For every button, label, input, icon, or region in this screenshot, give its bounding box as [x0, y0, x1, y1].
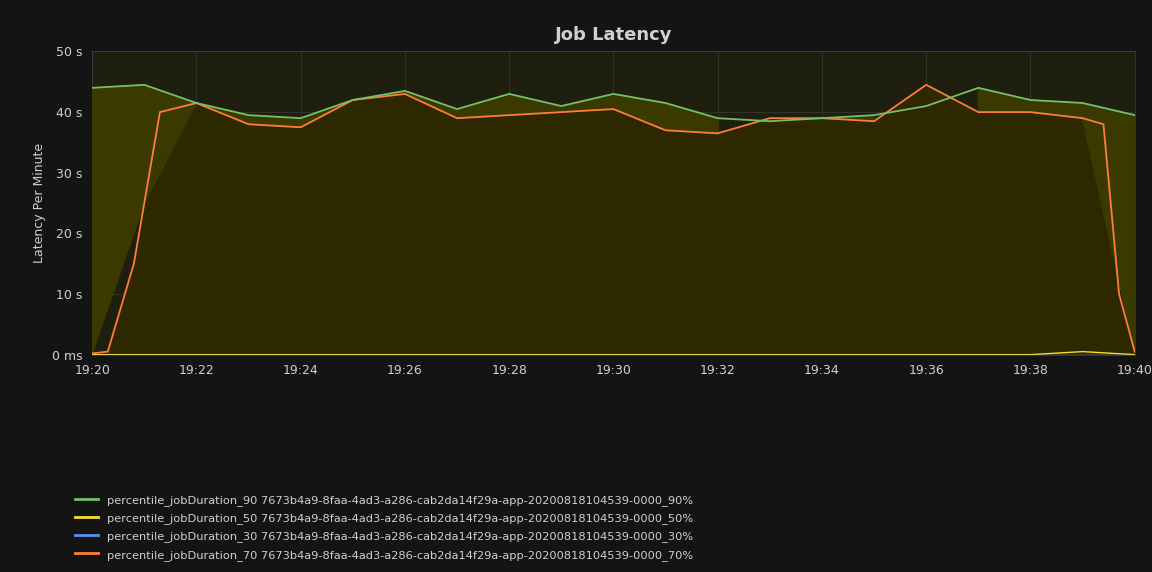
Title: Job Latency: Job Latency — [555, 26, 672, 45]
Y-axis label: Latency Per Minute: Latency Per Minute — [33, 143, 46, 263]
Legend: percentile_jobDuration_90 7673b4a9-8faa-4ad3-a286-cab2da14f29a-app-2020081810453: percentile_jobDuration_90 7673b4a9-8faa-… — [75, 494, 692, 561]
